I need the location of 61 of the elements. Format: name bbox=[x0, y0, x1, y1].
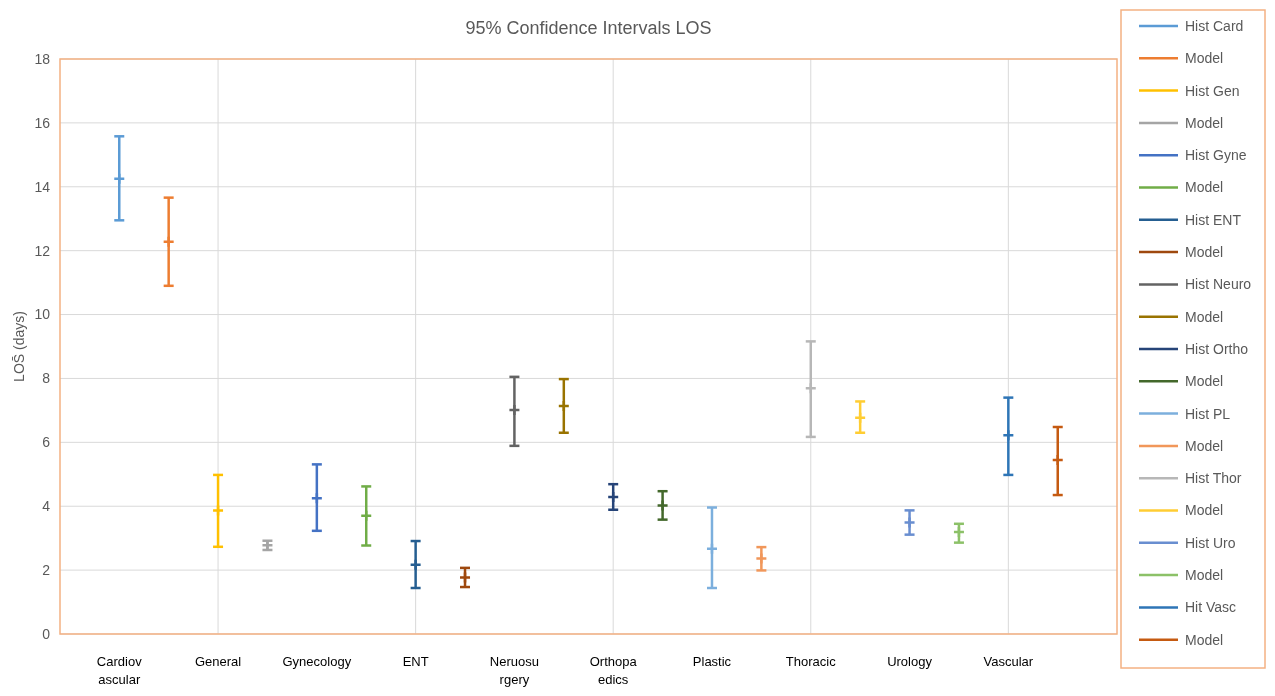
y-tick-label: 16 bbox=[34, 114, 51, 131]
x-tick-label: Urology bbox=[887, 654, 933, 669]
legend-label: Hist Uro bbox=[1185, 534, 1236, 551]
legend-label: Model bbox=[1185, 308, 1224, 325]
x-tick-label: Cardiovascular bbox=[96, 654, 143, 687]
legend-label: Hist Gen bbox=[1185, 82, 1240, 99]
x-tick-label: Thoracic bbox=[785, 654, 837, 669]
point bbox=[458, 571, 472, 584]
point bbox=[409, 558, 422, 571]
legend-label: Hist ENT bbox=[1185, 211, 1242, 228]
legend-label: Hist Neuro bbox=[1185, 276, 1252, 293]
x-tick-label: ENT bbox=[402, 654, 429, 669]
legend-label: Hit Vasc bbox=[1185, 599, 1237, 616]
y-axis-title: LOS̄ (days) bbox=[11, 311, 27, 382]
legend-label: Hist Ortho bbox=[1185, 340, 1249, 357]
point bbox=[211, 504, 225, 517]
legend-label: Model bbox=[1185, 50, 1224, 67]
x-tick-label: Vascular bbox=[983, 654, 1034, 669]
legend-label: Hist Gyne bbox=[1185, 147, 1247, 164]
legend-label: Model bbox=[1185, 502, 1224, 519]
x-tick-label: Neruosurgery bbox=[489, 654, 539, 687]
x-tick-label: General bbox=[194, 654, 242, 669]
y-tick-label: 18 bbox=[34, 50, 51, 67]
x-tick-label: Orthopaedics bbox=[589, 654, 638, 687]
y-tick-label: 6 bbox=[42, 434, 51, 451]
legend-label: Model bbox=[1185, 244, 1224, 260]
legend-label: Hist Thor bbox=[1185, 470, 1242, 487]
point bbox=[557, 399, 571, 413]
y-tick-label: 2 bbox=[42, 562, 51, 579]
x-tick-label: Plastic bbox=[692, 654, 732, 669]
chart-title: 95% Confidence Intervals LOS bbox=[465, 18, 712, 38]
point bbox=[804, 382, 818, 395]
y-tick-label: 10 bbox=[34, 306, 51, 323]
point bbox=[508, 403, 521, 417]
legend-label: Model bbox=[1185, 437, 1224, 454]
x-tick-label: Gynecology bbox=[282, 654, 352, 669]
point bbox=[705, 542, 719, 555]
point bbox=[310, 491, 324, 505]
point bbox=[656, 499, 669, 512]
legend-label: Model bbox=[1185, 567, 1224, 583]
point bbox=[755, 552, 768, 565]
point bbox=[113, 172, 126, 186]
legend-label: Model bbox=[1185, 114, 1224, 131]
point bbox=[952, 525, 966, 539]
point bbox=[606, 490, 620, 504]
point bbox=[853, 411, 867, 424]
point bbox=[1002, 429, 1015, 442]
y-tick-label: 12 bbox=[34, 242, 51, 259]
y-tick-label: 0 bbox=[42, 625, 51, 642]
legend-label: Hist PL bbox=[1185, 405, 1231, 422]
legend-label: Model bbox=[1185, 373, 1224, 390]
legend-label: Hist Card bbox=[1185, 17, 1244, 34]
y-tick-label: 8 bbox=[42, 370, 51, 387]
point bbox=[1051, 453, 1064, 467]
point bbox=[162, 235, 175, 248]
legend-label: Model bbox=[1185, 631, 1224, 648]
point bbox=[359, 509, 373, 523]
y-tick-label: 4 bbox=[42, 498, 51, 515]
point bbox=[903, 516, 916, 529]
legend-label: Model bbox=[1185, 179, 1224, 196]
y-tick-label: 14 bbox=[34, 178, 51, 195]
